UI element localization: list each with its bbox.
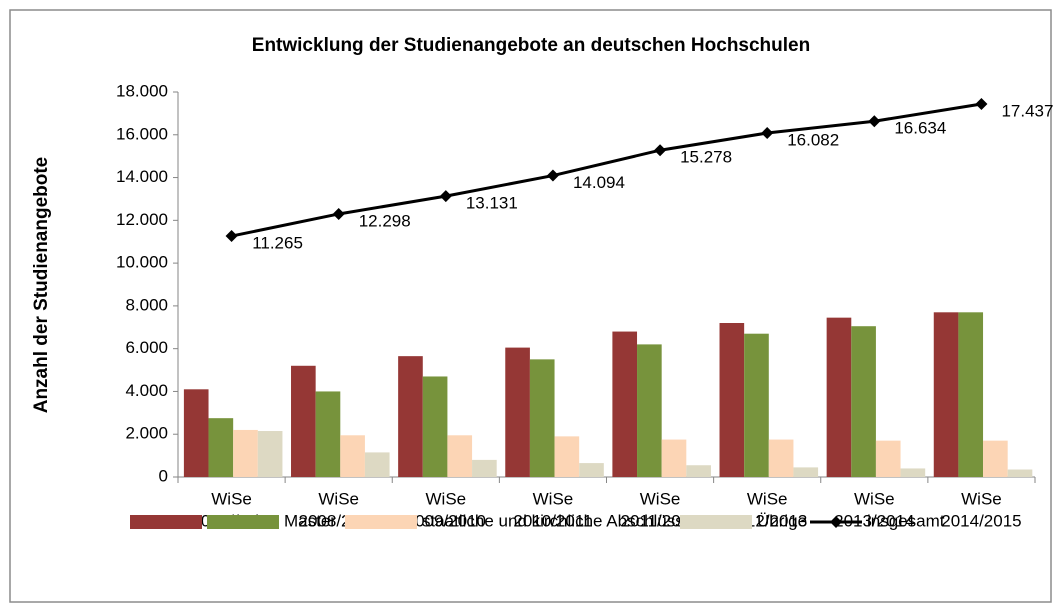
bar — [257, 431, 283, 477]
x-tick-label: 2010/2011 — [513, 511, 592, 530]
line-marker — [654, 144, 667, 157]
bar — [637, 344, 662, 477]
line-marker — [225, 230, 238, 243]
line-marker — [975, 98, 988, 111]
bar — [340, 435, 365, 477]
bar — [612, 331, 638, 477]
bar — [447, 435, 473, 477]
bar — [1007, 469, 1033, 477]
bar — [529, 359, 555, 477]
bar — [472, 459, 497, 477]
bar — [183, 389, 209, 477]
y-tick-label: 16.000 — [116, 124, 168, 143]
x-tick-label: WiSe — [747, 489, 788, 508]
bar — [900, 468, 926, 477]
y-tick-label: 14.000 — [116, 167, 168, 186]
bar — [422, 376, 448, 477]
bar — [719, 323, 745, 477]
bar — [661, 439, 687, 477]
legend-swatch — [207, 515, 279, 529]
legend-label: insgesamt — [867, 511, 945, 530]
bar — [933, 312, 959, 477]
y-tick-label: 18.000 — [116, 81, 168, 100]
bar — [505, 347, 530, 477]
y-tick-label: 12.000 — [116, 210, 168, 229]
line — [231, 102, 982, 238]
y-tick-label: 0 — [159, 466, 168, 485]
legend-swatch — [345, 515, 417, 529]
bar — [398, 356, 423, 477]
x-tick-label: 2009/2010 — [406, 511, 486, 530]
bar — [208, 418, 234, 477]
legend-swatch — [130, 515, 202, 529]
data-label: 12.298 — [359, 211, 411, 230]
legend-label: staatliche und kirchliche Abschlüsse — [422, 511, 693, 530]
x-tick-label: WiSe — [961, 489, 1002, 508]
y-tick-label: 4.000 — [125, 381, 168, 400]
data-label: 17.437 — [1001, 102, 1053, 121]
line-marker — [439, 190, 452, 203]
bar — [233, 429, 258, 477]
x-tick-label: WiSe — [533, 489, 574, 508]
x-tick-label: WiSe — [426, 489, 467, 508]
y-tick-label: 8.000 — [125, 295, 168, 314]
bar — [364, 452, 390, 477]
data-label: 16.634 — [894, 119, 946, 138]
line-marker — [332, 207, 345, 220]
bar — [958, 312, 984, 477]
line-marker — [868, 115, 881, 128]
x-tick-label: WiSe — [318, 489, 359, 508]
x-tick-label: 2011/2012 — [621, 511, 700, 530]
y-axis-label: Anzahl der Studienangebote — [31, 157, 52, 414]
legend-marker — [830, 516, 842, 528]
bar — [291, 365, 316, 477]
data-label: 14.094 — [573, 173, 625, 192]
bar — [826, 317, 852, 477]
chart-title: Entwicklung der Studienangebote an deuts… — [252, 35, 810, 56]
data-label: 13.131 — [466, 194, 518, 213]
bar — [793, 467, 819, 477]
x-tick-label: WiSe — [854, 489, 895, 508]
bar — [983, 440, 1008, 477]
line-marker — [761, 127, 774, 140]
bar — [686, 465, 711, 477]
bar — [768, 439, 794, 477]
x-tick-label: WiSe — [211, 489, 252, 508]
bar — [554, 436, 580, 477]
y-tick-label: 10.000 — [116, 253, 168, 272]
data-label: 15.278 — [680, 148, 732, 167]
bar — [579, 463, 604, 477]
legend-swatch — [680, 515, 752, 529]
chart-frame — [9, 9, 1052, 603]
y-tick-label: 2.000 — [125, 424, 168, 443]
bar — [744, 333, 769, 477]
bar — [851, 326, 876, 477]
bar — [315, 391, 341, 477]
y-tick-label: 6.000 — [125, 338, 168, 357]
bar — [875, 440, 901, 477]
x-tick-label: 2014/2015 — [941, 511, 1021, 530]
legend-label: Übrige — [757, 511, 807, 530]
line-marker — [546, 169, 559, 182]
data-label: 11.265 — [252, 234, 303, 253]
legend-label: Master — [284, 511, 336, 530]
x-tick-label: WiSe — [640, 489, 681, 508]
x-tick-label: 2013/2014 — [834, 511, 914, 530]
data-label: 16.082 — [787, 131, 839, 150]
